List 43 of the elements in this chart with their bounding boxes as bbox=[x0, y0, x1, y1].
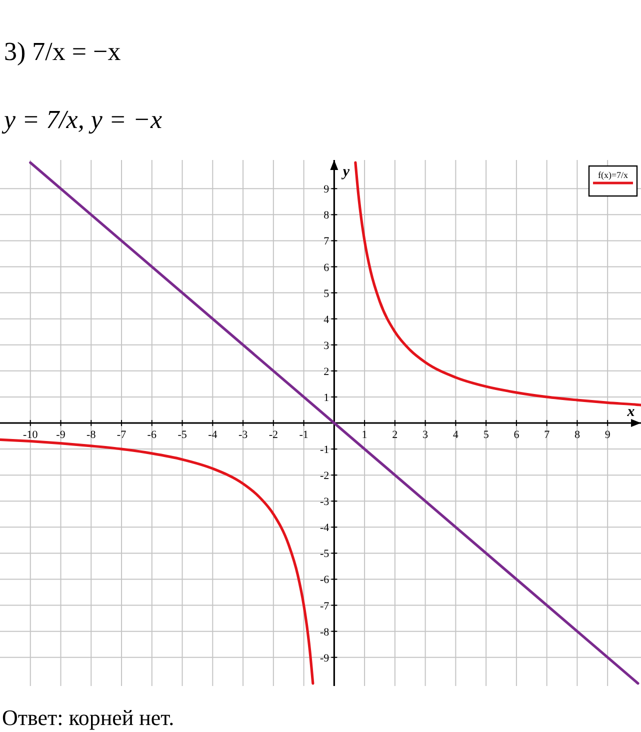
y-tick-label: 5 bbox=[324, 288, 330, 300]
chart-subtitle: y = 7/x, y = −x bbox=[1, 105, 162, 134]
y-tick-label: -7 bbox=[320, 600, 330, 612]
y-tick-label: 2 bbox=[324, 366, 330, 378]
y-tick-label: 6 bbox=[324, 262, 330, 274]
y-tick-label: -5 bbox=[320, 548, 330, 560]
y-axis-title: y bbox=[340, 164, 350, 180]
text: f(x)=7/x bbox=[598, 170, 629, 180]
x-tick-label: -6 bbox=[147, 429, 157, 441]
x-tick-label: 3 bbox=[422, 429, 429, 441]
x-tick-label: 2 bbox=[392, 429, 398, 441]
y-tick-label: 7 bbox=[324, 236, 330, 248]
y-tick-label: -1 bbox=[320, 444, 330, 456]
x-tick-label: 8 bbox=[574, 429, 580, 441]
y-tick-label: 8 bbox=[324, 210, 330, 222]
x-tick-label: -10 bbox=[23, 429, 38, 441]
x-tick-label: 9 bbox=[604, 429, 611, 441]
y-tick-label: -9 bbox=[320, 652, 330, 664]
x-tick-label: -4 bbox=[208, 429, 218, 441]
x-tick-label: -3 bbox=[238, 429, 248, 441]
y-tick-label: 9 bbox=[324, 184, 330, 196]
x-tick-label: -8 bbox=[86, 429, 96, 441]
y-tick-label: -2 bbox=[320, 470, 330, 482]
x-axis-title: x bbox=[626, 404, 636, 420]
text: Ответ: корней нет. bbox=[2, 705, 174, 730]
x-tick-label: -5 bbox=[178, 429, 188, 441]
y-tick-label: 3 bbox=[324, 340, 330, 352]
x-tick-label: 5 bbox=[483, 429, 490, 441]
x-tick-label: 6 bbox=[514, 429, 520, 441]
y-tick-label: 4 bbox=[324, 314, 330, 326]
x-tick-label: 7 bbox=[544, 429, 550, 441]
x-tick-label: -9 bbox=[56, 429, 66, 441]
y-tick-label: -3 bbox=[320, 496, 330, 508]
y-tick-label: -4 bbox=[320, 522, 330, 534]
x-tick-label: -7 bbox=[116, 429, 127, 441]
y-tick-label: 1 bbox=[324, 392, 330, 404]
y-tick-label: -8 bbox=[320, 626, 330, 638]
y-tick-label: -6 bbox=[320, 574, 330, 586]
x-tick-label: -2 bbox=[268, 429, 278, 441]
x-tick-label: -1 bbox=[299, 429, 308, 441]
x-tick-label: 4 bbox=[452, 429, 459, 441]
x-tick-label: 1 bbox=[362, 429, 368, 441]
chart-title: 3) 7/x = −x bbox=[4, 37, 121, 66]
